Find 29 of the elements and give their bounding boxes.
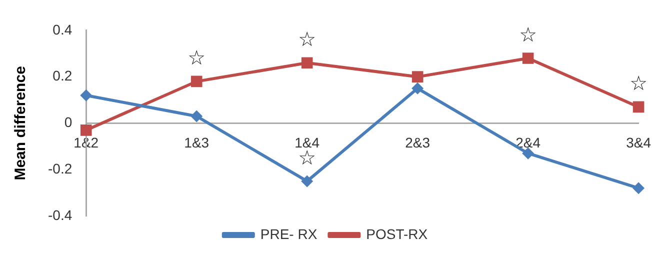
point [301, 57, 313, 69]
x-tick-label: 1&3 [184, 134, 210, 150]
point [412, 71, 424, 82]
legend-label: PRE- RX [260, 226, 318, 242]
point [190, 76, 202, 88]
y-tick-label: -0.4 [48, 206, 72, 223]
annotation: ☆ [519, 22, 538, 46]
point [190, 110, 203, 122]
x-tick-label: 3&4 [626, 134, 652, 150]
annotation: ☆ [630, 71, 648, 96]
point [522, 52, 534, 64]
point [80, 89, 92, 102]
x-tick-label: 2&4 [516, 134, 541, 150]
point [301, 175, 314, 188]
point [412, 82, 424, 94]
x-tick-label: 1&4 [294, 134, 320, 150]
y-tick-label: 0 [64, 114, 72, 130]
point [80, 124, 92, 136]
point [522, 147, 534, 160]
y-axis-title: Mean difference [12, 66, 30, 180]
y-tick-label: -0.2 [48, 160, 72, 176]
y-tick-label: 0.2 [52, 68, 72, 84]
annotation: ☆ [188, 46, 206, 70]
annotation: ☆ [298, 27, 316, 52]
legend-label: POST-RX [366, 226, 428, 242]
point [632, 101, 644, 113]
y-tick-label: 0.4 [52, 21, 72, 38]
point [632, 182, 645, 194]
x-tick-label: 2&3 [405, 134, 430, 150]
